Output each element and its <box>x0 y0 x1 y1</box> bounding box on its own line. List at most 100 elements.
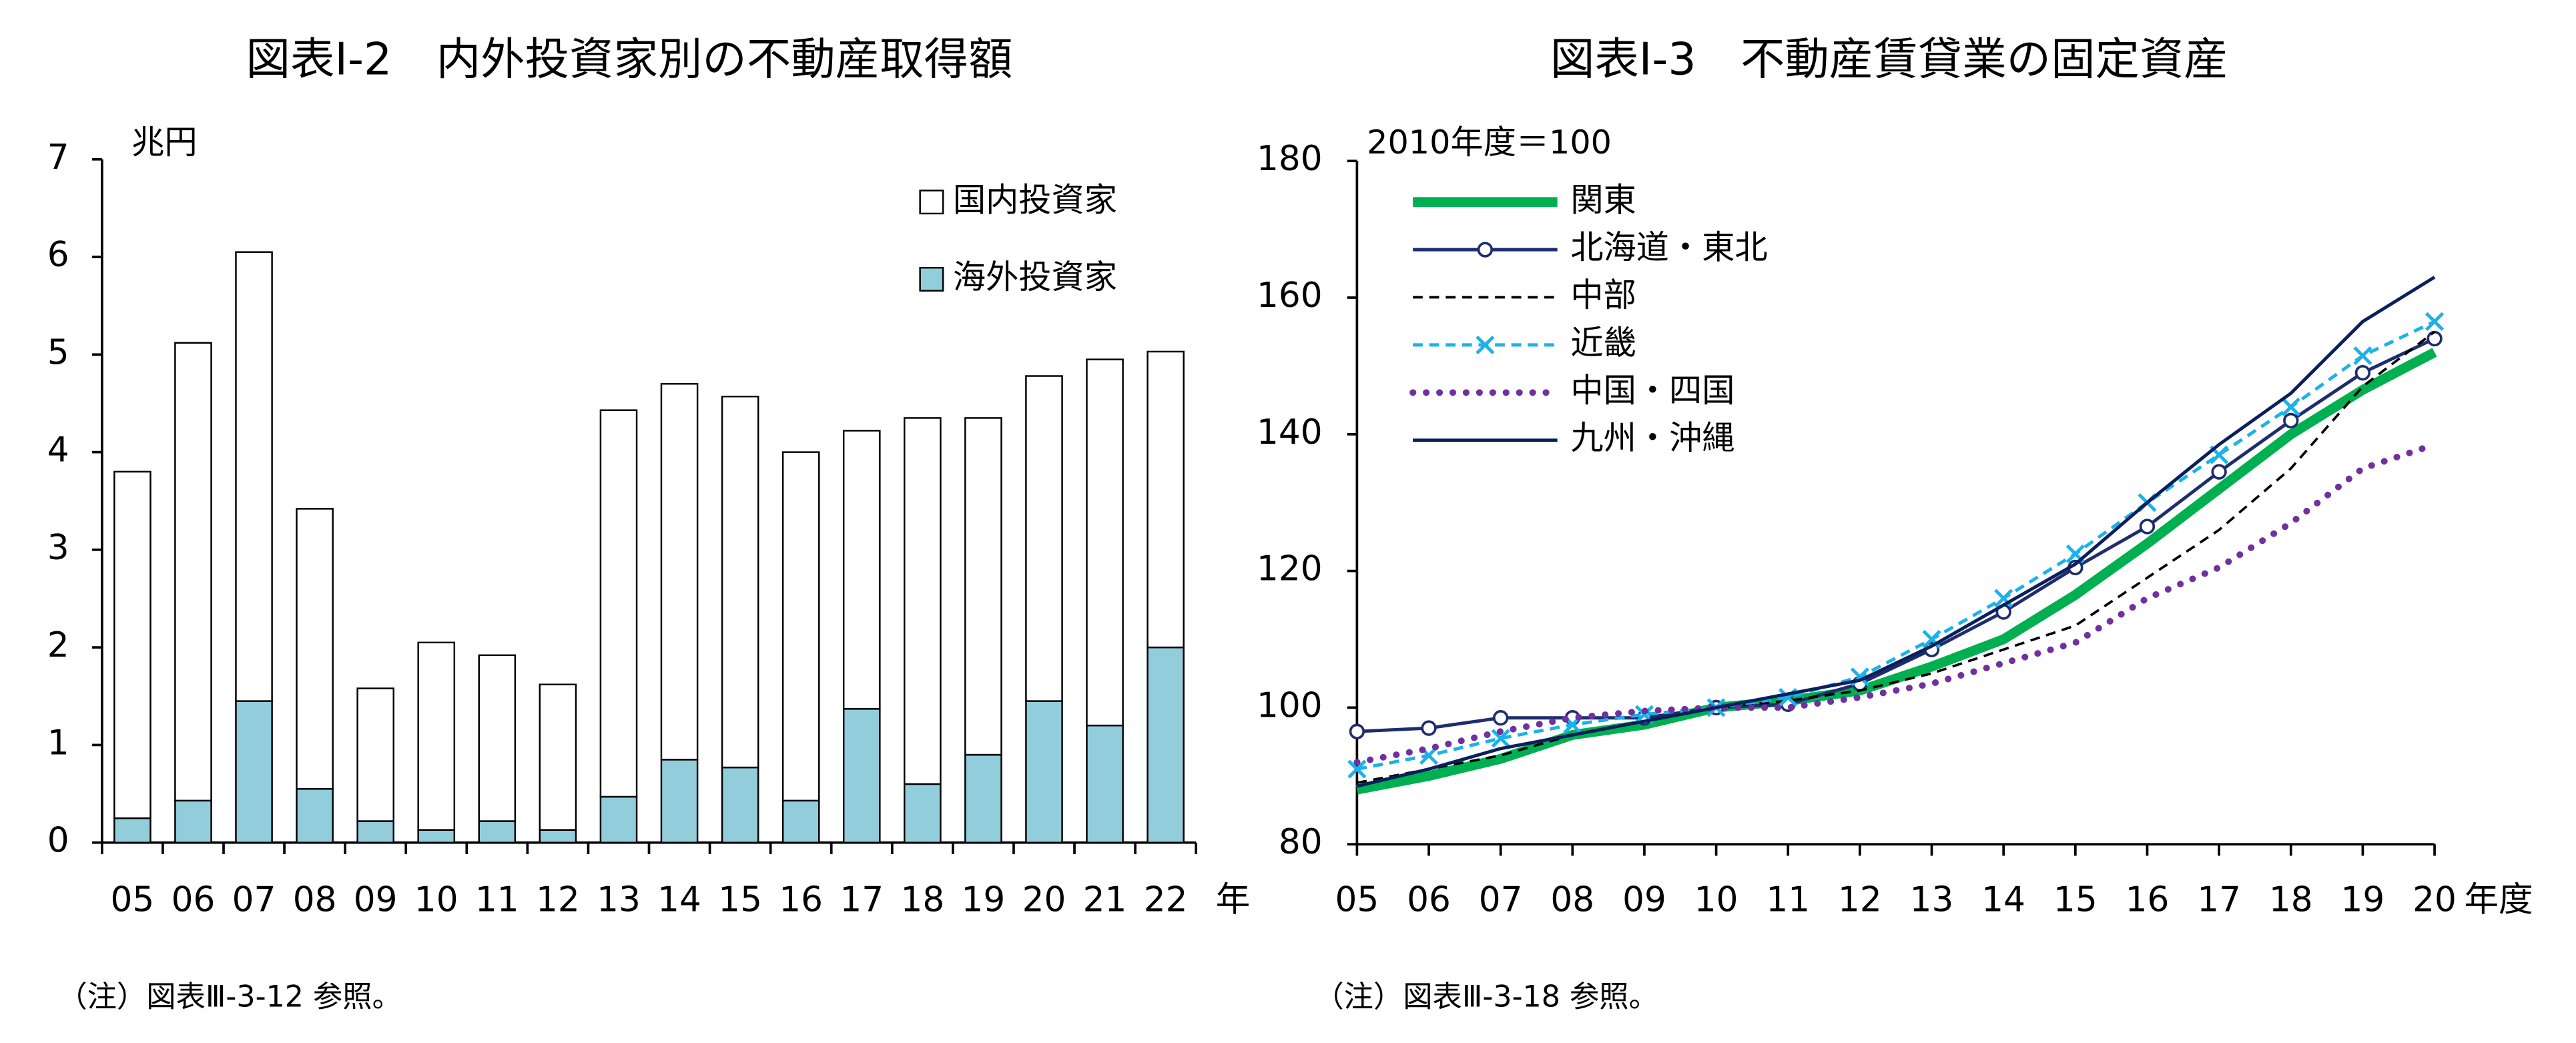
bar <box>1147 646 1185 843</box>
line <box>1357 330 2436 784</box>
legend-label: 海外投資家 <box>953 258 1117 296</box>
y-tick-label: 4 <box>47 430 69 470</box>
y-tick-label: 80 <box>1279 822 1323 862</box>
x-tick-label: 08 <box>1550 880 1594 920</box>
legend-label: 中国・四国 <box>1570 371 1734 410</box>
bar <box>296 788 334 843</box>
bar <box>1086 358 1124 727</box>
y-tick-label: 3 <box>47 528 69 568</box>
x-tick-label: 15 <box>718 880 762 920</box>
legend-marker <box>1477 242 1494 258</box>
y-tick-label: 1 <box>47 723 69 763</box>
y-axis-label: 2010年度＝100 <box>1367 123 1612 161</box>
bar <box>904 417 942 785</box>
bar <box>417 829 456 843</box>
x-tick-label: 20 <box>1022 880 1066 920</box>
y-tick-label: 7 <box>47 137 69 178</box>
line <box>1353 441 2438 766</box>
bar <box>539 683 577 831</box>
x-tick-label: 14 <box>1981 880 2025 920</box>
legend-label: 中部 <box>1570 276 1636 314</box>
y-tick-label: 120 <box>1257 549 1323 589</box>
bar <box>174 799 212 843</box>
chart-title: 図表Ⅰ-3 不動産賃貸業の固定資産 <box>1550 33 2228 85</box>
marker <box>2281 397 2300 416</box>
x-tick-label: 07 <box>1479 880 1523 920</box>
bar <box>964 417 1002 756</box>
line <box>1355 348 2437 795</box>
x-tick-label: 14 <box>657 880 701 920</box>
line <box>1357 337 2436 733</box>
marker <box>2427 330 2443 347</box>
y-axis-label: 兆円 <box>131 123 197 161</box>
bar <box>478 654 517 822</box>
bar <box>296 508 334 790</box>
bar <box>174 342 212 802</box>
y-tick-label: 140 <box>1257 412 1323 452</box>
bar <box>964 753 1002 843</box>
y-tick-label: 2 <box>47 625 69 665</box>
bar <box>356 820 394 843</box>
marker <box>1349 723 1365 739</box>
bar <box>113 470 151 819</box>
legend-swatch <box>919 266 944 292</box>
marker <box>2354 364 2371 381</box>
y-tick-label: 0 <box>47 821 69 861</box>
chart-title: 図表Ⅰ-2 内外投資家別の不動産取得額 <box>246 33 1013 85</box>
x-tick-label: 06 <box>172 880 216 920</box>
bar <box>1147 350 1185 649</box>
marker <box>2425 312 2445 331</box>
marker <box>2353 346 2372 366</box>
bar <box>904 783 942 843</box>
bar <box>660 382 699 761</box>
bar <box>660 759 699 843</box>
marker <box>1347 759 1367 779</box>
y-tick-label: 6 <box>47 235 69 275</box>
bar <box>1025 375 1063 702</box>
bar <box>781 451 820 802</box>
x-tick-label: 16 <box>2126 880 2170 920</box>
x-tick-label: 18 <box>2269 880 2313 920</box>
x-tick-label: 12 <box>1838 880 1882 920</box>
bar <box>842 430 881 710</box>
marker <box>1491 729 1510 748</box>
x-tick-label: 18 <box>900 880 944 920</box>
x-tick-label: 22 <box>1144 880 1188 920</box>
x-tick-label: 11 <box>1766 880 1810 920</box>
bar <box>721 766 759 843</box>
note: （注）図表Ⅲ-3-18 参照。 <box>1314 980 1658 1014</box>
x-tick-label: 13 <box>597 880 641 920</box>
legend-label: 国内投資家 <box>953 180 1117 219</box>
marker <box>1492 710 1509 726</box>
x-tick-label: 09 <box>1622 880 1666 920</box>
x-tick-label: 09 <box>354 880 398 920</box>
bar <box>1025 700 1063 843</box>
x-tick-label: 19 <box>2341 880 2385 920</box>
legend-marker <box>1476 335 1495 354</box>
bar <box>235 700 273 843</box>
bar <box>599 409 638 798</box>
bar <box>842 708 881 843</box>
bar <box>356 687 394 822</box>
x-tick-label: 10 <box>414 880 458 920</box>
marker <box>2139 518 2156 535</box>
marker <box>2283 412 2299 429</box>
x-tick-label: 06 <box>1407 880 1451 920</box>
y-tick-label: 180 <box>1257 139 1323 179</box>
x-tick-label: 16 <box>779 880 823 920</box>
bar <box>539 829 577 843</box>
legend-label: 近畿 <box>1570 323 1636 362</box>
x-tick-label: 05 <box>1335 880 1379 920</box>
bar <box>599 795 638 843</box>
x-tick-label: 11 <box>475 880 519 920</box>
x-tick-label: 20 <box>2412 880 2457 920</box>
bar <box>721 395 759 769</box>
y-tick-label: 5 <box>47 332 69 372</box>
x-tick-label: 17 <box>2197 880 2241 920</box>
x-tick-label: 10 <box>1694 880 1738 920</box>
x-tick-label: 05 <box>111 880 155 920</box>
note: （注）図表Ⅲ-3-12 参照。 <box>57 980 402 1014</box>
line <box>1356 276 2436 788</box>
bar <box>478 820 517 843</box>
